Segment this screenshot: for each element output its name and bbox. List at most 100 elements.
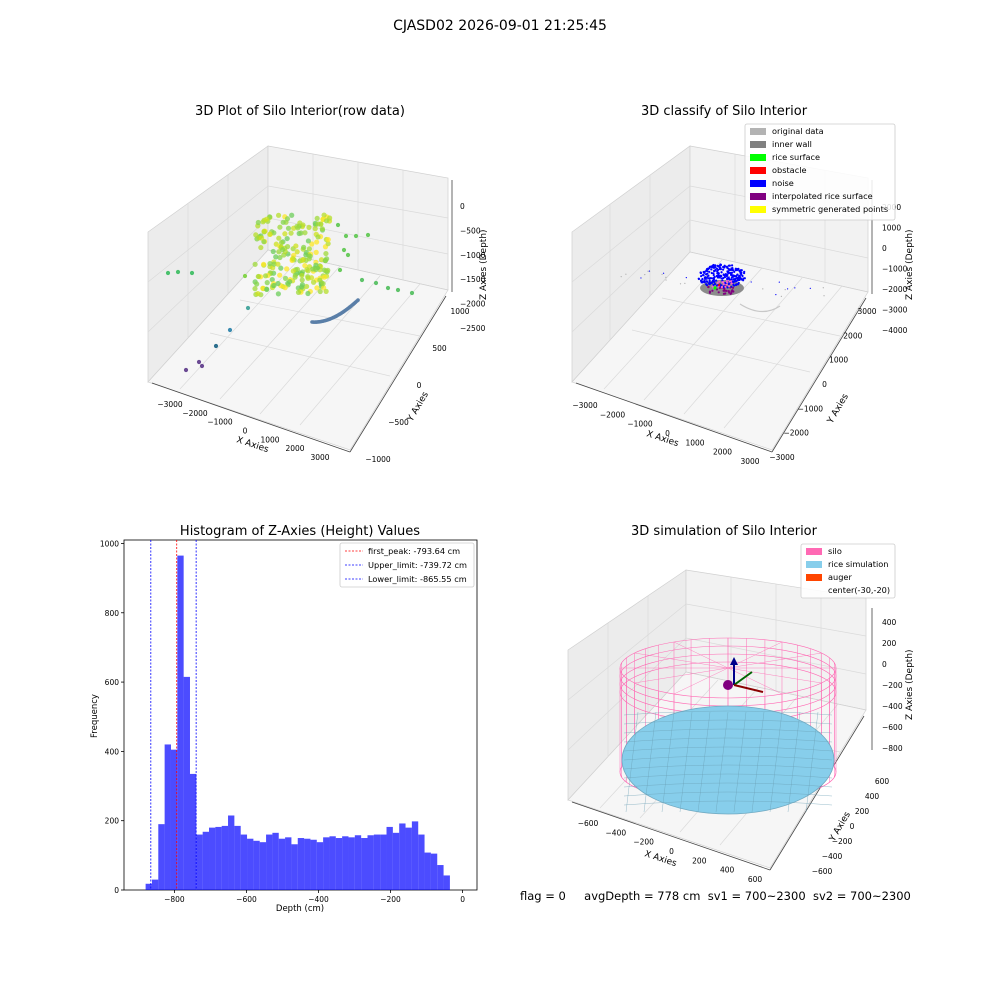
rice-mesh-line — [805, 711, 819, 813]
legend-label-center: center(-30,-20) — [828, 585, 890, 595]
data-point — [271, 230, 277, 236]
data-point — [315, 265, 321, 271]
y-tick-label: −3000 — [769, 453, 795, 462]
legend-label-symmetric: symmetric generated points — [772, 204, 888, 214]
interpolated-point — [729, 292, 732, 296]
x-tick-label: 2000 — [285, 444, 304, 453]
scatter-point — [679, 283, 682, 285]
data-point — [306, 246, 312, 252]
noise-point — [702, 274, 705, 277]
noise-point — [697, 277, 701, 281]
histogram-bar — [304, 838, 311, 890]
scatter-point — [787, 288, 789, 290]
scatter-point — [648, 270, 651, 272]
noise-point — [713, 275, 716, 279]
interpolated-point — [720, 285, 723, 288]
histogram-bar — [348, 837, 355, 890]
noise-point — [711, 280, 714, 283]
histogram-bar — [183, 676, 190, 890]
data-point — [275, 291, 281, 297]
histogram-bar — [221, 825, 229, 890]
y-tick-label: 400 — [105, 747, 120, 756]
plot1-title: 3D Plot of Silo Interior(row data) — [195, 104, 405, 119]
data-point — [284, 235, 290, 242]
interpolated-point — [717, 291, 720, 294]
rice-mesh-line — [733, 711, 747, 813]
noise-point — [721, 268, 725, 271]
rice-mesh-line — [623, 746, 833, 752]
x-tick-label: −600 — [236, 895, 257, 904]
auger-x-arrow — [733, 684, 764, 693]
noise-point — [708, 270, 711, 273]
noise-point — [735, 277, 738, 280]
noise-point — [710, 268, 713, 271]
data-point — [278, 265, 284, 271]
rice-mesh-line — [623, 737, 833, 743]
histogram-bar — [418, 834, 425, 890]
noise-point — [739, 277, 743, 280]
data-point — [293, 243, 299, 249]
auger-y-arrow — [733, 671, 753, 686]
data-point — [258, 244, 264, 251]
scatter-point — [661, 273, 663, 275]
silo-lid-wire — [673, 641, 729, 669]
interpolated-point — [711, 289, 714, 292]
noise-point — [733, 270, 736, 274]
x-tick-label: −600 — [578, 819, 599, 828]
interpolated-point — [722, 289, 725, 292]
histogram-bar — [209, 827, 216, 890]
data-point — [245, 305, 251, 311]
data-point — [284, 266, 290, 272]
histogram-bar — [170, 749, 178, 890]
interpolated-point — [731, 286, 735, 289]
y-tick-label: −1000 — [798, 404, 824, 413]
noise-point — [702, 270, 705, 274]
status-avg-depth: avgDepth = 778 cm — [584, 889, 701, 903]
original-data-arc — [739, 303, 781, 313]
interpolated-point — [718, 280, 721, 283]
x-tick-label: −400 — [606, 828, 627, 837]
x-tick-label: −3000 — [572, 401, 598, 410]
data-point — [310, 279, 317, 285]
data-point — [317, 277, 323, 283]
x-tick-label: 0 — [243, 427, 248, 436]
data-point — [282, 275, 289, 281]
histogram-bar — [367, 835, 374, 890]
noise-point — [739, 269, 742, 272]
data-point — [317, 288, 323, 295]
data-point — [288, 230, 294, 236]
legend-label-rice-sim: rice simulation — [828, 559, 888, 569]
histogram-bar — [399, 823, 406, 890]
data-point — [299, 284, 305, 290]
histogram-bar — [373, 834, 381, 890]
histogram-bar — [215, 826, 222, 890]
x-tick-label: 600 — [748, 875, 763, 884]
data-point — [356, 298, 360, 302]
data-point — [325, 237, 331, 243]
noise-point — [728, 264, 731, 267]
data-point — [373, 280, 379, 286]
data-point — [365, 232, 371, 238]
data-point — [289, 212, 295, 218]
auger-z-arrowhead — [730, 657, 738, 665]
plot1-ylabel: Y Axies — [405, 390, 431, 424]
data-point — [325, 267, 331, 273]
histogram-bar — [411, 821, 419, 890]
z-tick-label: 0 — [882, 244, 887, 253]
histogram-bar — [151, 879, 159, 890]
plot4-ticks: −600−400−2000200400600−600−400−200020040… — [578, 618, 903, 884]
histogram-bar — [424, 852, 431, 890]
legend-swatch-interpolated — [750, 193, 766, 200]
interpolated-point — [707, 285, 710, 289]
noise-point — [708, 283, 711, 286]
legend-label-obstacle: obstacle — [772, 165, 807, 175]
rice-mesh-line — [623, 764, 833, 770]
histogram-bar — [285, 837, 292, 890]
data-point — [306, 224, 312, 230]
y-tick-label: 0 — [417, 381, 422, 390]
rice-mesh-line — [679, 711, 693, 813]
histogram-bar — [342, 836, 349, 890]
data-point — [395, 287, 401, 293]
scatter-point — [762, 288, 764, 290]
